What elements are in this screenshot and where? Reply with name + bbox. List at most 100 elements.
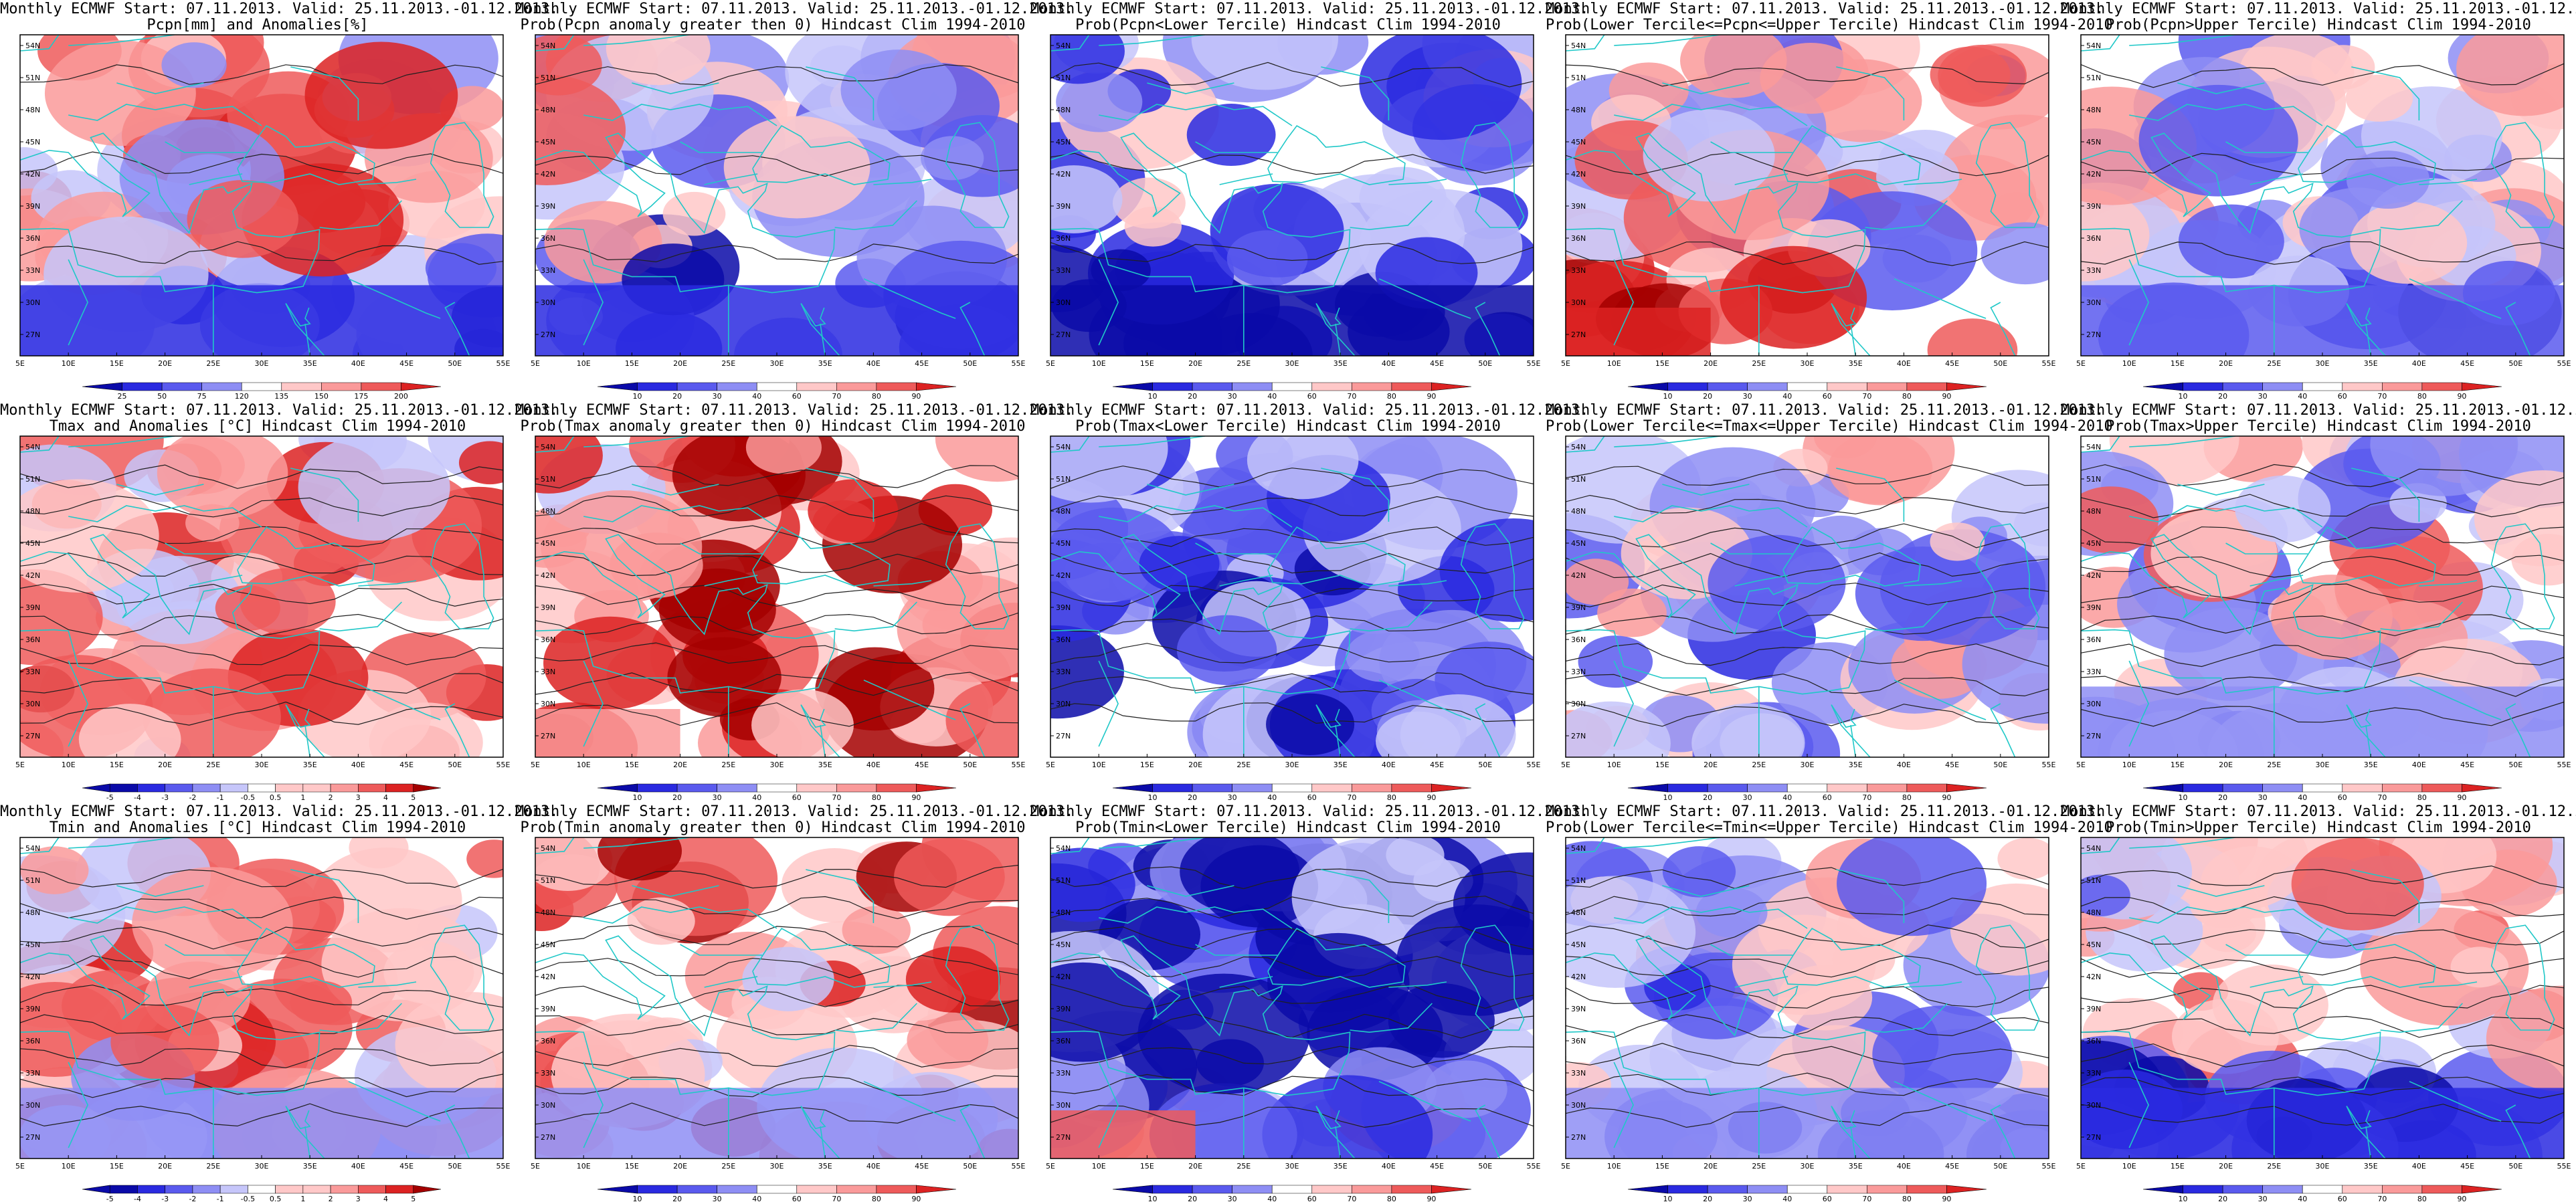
latitude-label: 30N bbox=[541, 298, 555, 307]
colorbar-tick: 90 bbox=[1942, 392, 1951, 401]
longitude-label: 55E bbox=[2042, 1162, 2056, 1171]
colorbar-swatch bbox=[1627, 1185, 1668, 1194]
colorbar-swatch bbox=[1667, 1185, 1708, 1194]
colorbar-swatch bbox=[836, 783, 877, 793]
colorbar-swatch bbox=[1946, 783, 1987, 793]
longitude-label: 40E bbox=[351, 1162, 365, 1171]
colorbar-tick: 30 bbox=[2258, 392, 2268, 401]
panel-title-line-1: Monthly ECMWF Start: 07.11.2013. Valid: … bbox=[2061, 402, 2576, 419]
latitude-label: 54N bbox=[25, 844, 40, 853]
longitude-label: 20E bbox=[158, 1162, 172, 1171]
panel-title-line-1: Monthly ECMWF Start: 07.11.2013. Valid: … bbox=[1546, 1, 2104, 17]
latitude-label: 54N bbox=[25, 443, 40, 452]
colorbar-tick: 30 bbox=[713, 1195, 722, 1203]
latitude-label: 48N bbox=[2086, 908, 2101, 917]
panel-title-line-1: Monthly ECMWF Start: 07.11.2013. Valid: … bbox=[1030, 402, 1589, 419]
colorbar-swatch bbox=[836, 382, 877, 391]
longitude-label: 45E bbox=[399, 761, 413, 769]
longitude-label: 20E bbox=[1704, 1162, 1718, 1171]
colorbar-tick: 80 bbox=[872, 392, 881, 401]
latitude-label: 33N bbox=[541, 668, 555, 676]
colorbar-tick: -3 bbox=[161, 1195, 169, 1203]
colorbar-swatch bbox=[1391, 382, 1432, 391]
longitude-label: 25E bbox=[206, 761, 220, 769]
colorbar-tick: 30 bbox=[1228, 1195, 1237, 1203]
colorbar-swatch bbox=[637, 1185, 678, 1194]
colorbar-tick: -0.5 bbox=[241, 1195, 255, 1203]
longitude-label: 50E bbox=[1478, 1162, 1492, 1171]
isolines bbox=[20, 868, 503, 1128]
longitude-label: 25E bbox=[1236, 1162, 1251, 1171]
isolines bbox=[1566, 464, 2049, 727]
forecast-map: 54N 51N 48N 45N 42N 39N 36N 33N 30N 27N 5E 10E 15E 20… bbox=[2076, 34, 2571, 401]
panel-title-line-1: Monthly ECMWF Start: 07.11.2013. Valid: … bbox=[515, 803, 1074, 820]
latitude-label: 48N bbox=[1056, 106, 1071, 114]
latitude-label: 51N bbox=[541, 876, 555, 885]
colorbar-swatch bbox=[122, 382, 163, 391]
colorbar-tick: 50 bbox=[157, 392, 167, 401]
colorbar-swatch bbox=[1946, 382, 1987, 391]
longitude-label: 30E bbox=[255, 359, 269, 368]
longitude-label: 35E bbox=[1849, 1162, 1863, 1171]
colorbar-swatch bbox=[637, 382, 678, 391]
panel-title-line-2: Prob(Tmax<Lower Tercile) Hindcast Clim 1… bbox=[1075, 418, 1501, 435]
longitude-label: 40E bbox=[866, 359, 881, 368]
colorbar-swatch bbox=[1747, 1185, 1788, 1194]
colorbar-swatch bbox=[1271, 382, 1313, 391]
longitude-label: 50E bbox=[2508, 761, 2522, 769]
colorbar-tick: 90 bbox=[911, 793, 921, 802]
map-panel-1: Monthly ECMWF Start: 07.11.2013. Valid: … bbox=[0, 0, 558, 401]
longitude-label: 5E bbox=[1561, 1162, 1570, 1171]
longitude-label: 25E bbox=[2267, 761, 2281, 769]
latitude-label: 30N bbox=[2086, 298, 2101, 307]
longitude-label: 40E bbox=[1382, 761, 1396, 769]
panel-title-line-1: Monthly ECMWF Start: 07.11.2013. Valid: … bbox=[515, 402, 1074, 419]
longitude-label: 55E bbox=[2557, 359, 2571, 368]
longitude-label: 20E bbox=[673, 761, 687, 769]
longitude-label: 40E bbox=[1382, 359, 1396, 368]
colorbar-swatch bbox=[401, 382, 442, 391]
colorbar-tick: 2 bbox=[329, 793, 333, 802]
colorbar-swatch bbox=[1431, 1185, 1472, 1194]
colorbar-tick: 20 bbox=[2218, 392, 2227, 401]
longitude-label: 35E bbox=[303, 1162, 317, 1171]
forecast-map: 54N 51N 48N 45N 42N 39N 36N 33N 30N 27N 5E 10E 15E 20… bbox=[531, 435, 1026, 802]
panel-title-line-1: Monthly ECMWF Start: 07.11.2013. Valid: … bbox=[0, 402, 559, 419]
coastlines bbox=[1566, 837, 2040, 1159]
latitude-label: 27N bbox=[541, 732, 555, 740]
latitude-label: 45N bbox=[25, 539, 40, 548]
longitude-label: 55E bbox=[496, 1162, 511, 1171]
colorbar-swatch bbox=[2421, 783, 2462, 793]
colorbar-swatch bbox=[836, 1185, 877, 1194]
latitude-label: 54N bbox=[1571, 844, 1586, 853]
longitude-label: 30E bbox=[1285, 1162, 1299, 1171]
longitude-label: 50E bbox=[1993, 359, 2007, 368]
longitude-label: 25E bbox=[206, 359, 220, 368]
longitude-label: 45E bbox=[1945, 359, 1959, 368]
colorbar-tick: 90 bbox=[2457, 392, 2466, 401]
colorbar-tick: 4 bbox=[383, 793, 388, 802]
shaded-field bbox=[1566, 837, 2049, 1159]
colorbar-swatch bbox=[1786, 783, 1828, 793]
isolines bbox=[1566, 64, 2049, 266]
panel-title-line-1: Monthly ECMWF Start: 07.11.2013. Valid: … bbox=[1546, 402, 2104, 419]
colorbar-tick: 90 bbox=[911, 392, 921, 401]
coastlines bbox=[2081, 837, 2555, 1159]
colorbar-tick: 90 bbox=[1427, 392, 1436, 401]
colorbar-tick: 3 bbox=[356, 1195, 361, 1203]
colorbar-tick: 1 bbox=[300, 1195, 305, 1203]
colorbar-tick: 20 bbox=[672, 392, 682, 401]
latitude-label: 30N bbox=[1056, 700, 1071, 708]
colorbar-swatch bbox=[241, 382, 282, 391]
colorbar: 10 20 30 40 60 70 80 90 bbox=[2142, 783, 2502, 802]
colorbar-swatch bbox=[413, 783, 442, 793]
colorbar-tick: 20 bbox=[1188, 392, 1197, 401]
colorbar-tick: 10 bbox=[2179, 392, 2188, 401]
isolines bbox=[2081, 865, 2564, 1126]
longitude-label: 10E bbox=[1092, 1162, 1106, 1171]
isolines bbox=[1050, 62, 1534, 264]
longitude-label: 10E bbox=[577, 359, 591, 368]
latitude-label: 54N bbox=[541, 443, 555, 452]
longitude-label: 35E bbox=[2364, 359, 2378, 368]
coastlines bbox=[20, 35, 494, 356]
